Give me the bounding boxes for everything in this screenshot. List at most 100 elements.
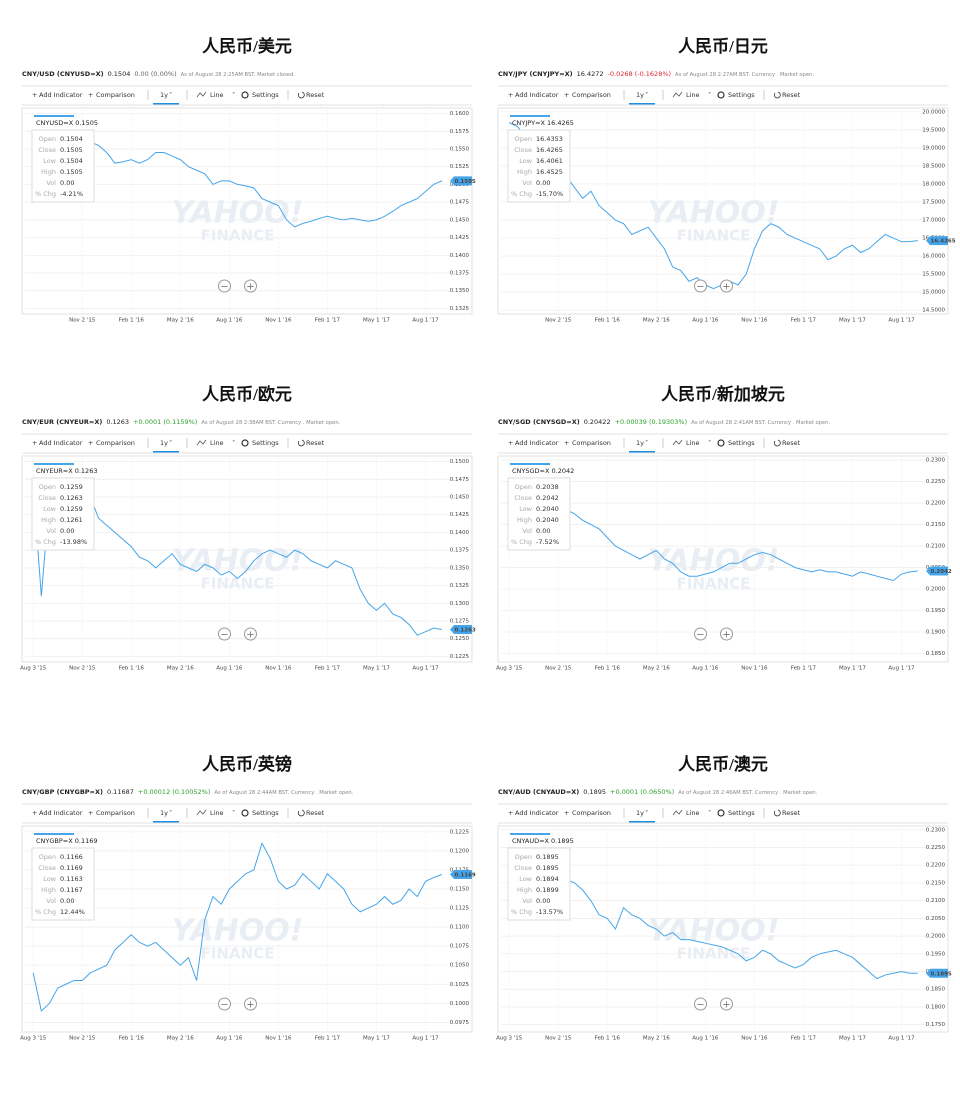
reset-button[interactable]: Reset <box>306 439 325 447</box>
x-tick-label: Nov 1 '16 <box>265 318 292 324</box>
toolbar-button[interactable]: Add Indicator <box>39 91 83 99</box>
toolbar-icon[interactable]: + <box>564 809 569 817</box>
price-line <box>32 132 443 228</box>
zoom-button[interactable] <box>244 627 257 641</box>
plot-frame <box>497 455 949 663</box>
style-chevron[interactable]: ˅ <box>708 439 711 447</box>
toolbar-button[interactable]: Comparison <box>572 809 611 817</box>
zoom-button[interactable] <box>244 279 257 293</box>
toolbar-button[interactable]: Comparison <box>96 809 135 817</box>
toolbar-button[interactable]: Comparison <box>96 439 135 447</box>
toolbar-icon[interactable]: + <box>508 91 513 99</box>
range-button[interactable]: 1y <box>636 809 644 817</box>
zoom-icon[interactable]: − <box>220 630 228 641</box>
toolbar-button[interactable]: Add Indicator <box>515 439 559 447</box>
chart-style-button[interactable]: Line <box>210 439 224 447</box>
settings-button[interactable]: Settings <box>252 809 279 817</box>
reset-button[interactable]: Reset <box>306 809 325 817</box>
chart-style-button[interactable]: Line <box>686 439 700 447</box>
y-tick-label: 0.1425 <box>450 512 470 518</box>
toolbar-icon[interactable]: + <box>32 91 37 99</box>
toolbar-button[interactable]: Comparison <box>572 439 611 447</box>
x-tick-label: Feb 1 '16 <box>119 666 145 672</box>
zoom-button[interactable] <box>720 279 733 293</box>
toolbar-icon[interactable]: + <box>508 809 513 817</box>
toolbar-button[interactable]: Comparison <box>96 91 135 99</box>
zoom-button[interactable] <box>694 279 707 293</box>
toolbar-icon[interactable]: + <box>88 91 93 99</box>
y-tick-label: 0.2200 <box>926 501 946 507</box>
zoom-button[interactable] <box>694 997 707 1011</box>
zoom-button[interactable] <box>694 627 707 641</box>
range-button[interactable]: 1y <box>160 91 168 99</box>
range-button[interactable]: 1y <box>160 809 168 817</box>
toolbar-icon[interactable]: + <box>564 439 569 447</box>
range-chevron[interactable]: ˅ <box>169 809 172 817</box>
toolbar-button[interactable]: Add Indicator <box>39 439 83 447</box>
zoom-icon[interactable]: + <box>722 1000 730 1011</box>
range-chevron[interactable]: ˅ <box>169 439 172 447</box>
zoom-button[interactable] <box>244 997 257 1011</box>
toolbar-icon[interactable]: + <box>88 809 93 817</box>
tooltip-label: CNYSGD=X 0.2042 <box>512 467 574 475</box>
x-tick-label: Aug 1 '17 <box>412 318 439 324</box>
zoom-button[interactable] <box>720 627 733 641</box>
tooltip-value: 16.4525 <box>536 168 563 176</box>
reset-button[interactable]: Reset <box>782 439 801 447</box>
settings-button[interactable]: Settings <box>728 91 755 99</box>
style-chevron[interactable]: ˅ <box>708 809 711 817</box>
toolbar-icon[interactable]: + <box>88 439 93 447</box>
reset-button[interactable]: Reset <box>782 809 801 817</box>
settings-button[interactable]: Settings <box>728 439 755 447</box>
toolbar-button[interactable]: Add Indicator <box>515 91 559 99</box>
range-chevron[interactable]: ˅ <box>645 91 648 99</box>
y-tick-label: 15.0000 <box>922 290 945 296</box>
chart-style-button[interactable]: Line <box>686 809 700 817</box>
tooltip-box <box>507 477 571 551</box>
toolbar-button[interactable]: Add Indicator <box>515 809 559 817</box>
zoom-icon[interactable]: − <box>220 1000 228 1011</box>
x-tick-label: Aug 1 '17 <box>888 1036 915 1042</box>
reset-button[interactable]: Reset <box>306 91 325 99</box>
x-tick-label: Feb 1 '17 <box>791 318 817 324</box>
zoom-icon[interactable]: − <box>696 630 704 641</box>
range-chevron[interactable]: ˅ <box>645 439 648 447</box>
range-chevron[interactable]: ˅ <box>645 809 648 817</box>
range-button[interactable]: 1y <box>636 439 644 447</box>
toolbar-icon[interactable]: + <box>564 91 569 99</box>
tooltip-value: 16.4061 <box>536 157 563 165</box>
zoom-button[interactable] <box>218 279 231 293</box>
style-chevron[interactable]: ˅ <box>232 439 235 447</box>
zoom-icon[interactable]: + <box>246 630 254 641</box>
chart-style-button[interactable]: Line <box>686 91 700 99</box>
zoom-button[interactable] <box>218 627 231 641</box>
zoom-icon[interactable]: + <box>722 630 730 641</box>
range-button[interactable]: 1y <box>160 439 168 447</box>
zoom-icon[interactable]: − <box>696 282 704 293</box>
price-tag-label: 0.1169 <box>455 872 476 878</box>
toolbar-button[interactable]: Add Indicator <box>39 809 83 817</box>
range-chevron[interactable]: ˅ <box>169 91 172 99</box>
settings-button[interactable]: Settings <box>252 91 279 99</box>
style-chevron[interactable]: ˅ <box>232 809 235 817</box>
zoom-button[interactable] <box>720 997 733 1011</box>
toolbar-icon[interactable]: + <box>508 439 513 447</box>
zoom-icon[interactable]: + <box>722 282 730 293</box>
zoom-button[interactable] <box>218 997 231 1011</box>
settings-button[interactable]: Settings <box>728 809 755 817</box>
toolbar-icon[interactable]: + <box>32 809 37 817</box>
style-chevron[interactable]: ˅ <box>708 91 711 99</box>
reset-button[interactable]: Reset <box>782 91 801 99</box>
toolbar-button[interactable]: Comparison <box>572 91 611 99</box>
style-chevron[interactable]: ˅ <box>232 91 235 99</box>
range-button[interactable]: 1y <box>636 91 644 99</box>
zoom-icon[interactable]: + <box>246 282 254 293</box>
chart-style-button[interactable]: Line <box>210 91 224 99</box>
zoom-icon[interactable]: − <box>220 282 228 293</box>
zoom-icon[interactable]: + <box>246 1000 254 1011</box>
zoom-icon[interactable]: − <box>696 1000 704 1011</box>
toolbar-icon[interactable]: + <box>32 439 37 447</box>
watermark: YAHOO! <box>648 544 780 579</box>
settings-button[interactable]: Settings <box>252 439 279 447</box>
chart-style-button[interactable]: Line <box>210 809 224 817</box>
